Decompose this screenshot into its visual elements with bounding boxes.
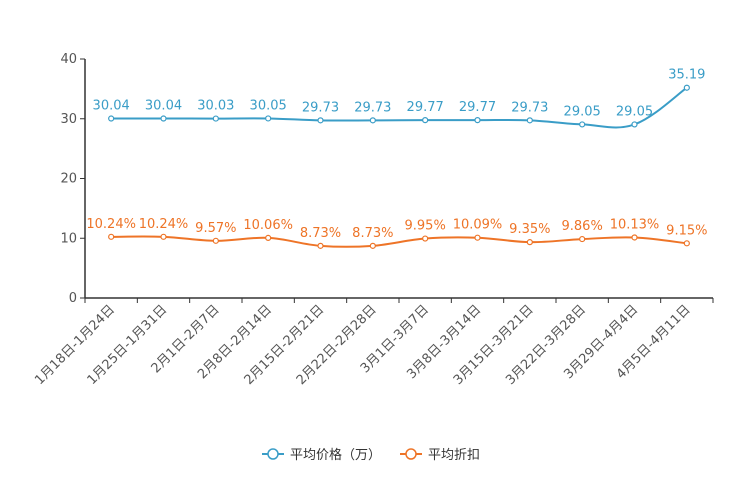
data-label: 9.35%: [509, 222, 550, 237]
data-point: [474, 234, 481, 241]
data-label: 29.73: [354, 100, 391, 115]
data-label: 9.95%: [405, 219, 446, 234]
legend-item-2: 平均折扣: [400, 448, 480, 463]
data-label: 10.24%: [86, 217, 136, 232]
legend: 平均价格（万） 平均折扣: [262, 447, 480, 463]
legend-label: 平均价格（万）: [290, 447, 381, 463]
data-point: [631, 121, 638, 128]
data-point: [683, 84, 690, 91]
data-point: [369, 117, 376, 124]
data-label: 10.06%: [243, 218, 293, 233]
data-point: [160, 115, 167, 122]
data-label: 29.73: [302, 100, 339, 115]
series-line: [111, 235, 687, 248]
data-point: [526, 239, 533, 246]
data-label: 35.19: [668, 68, 705, 83]
data-label: 30.04: [93, 99, 130, 114]
data-point: [579, 121, 586, 128]
data-point: [108, 233, 115, 240]
data-label: 10.13%: [610, 217, 660, 232]
data-label: 9.15%: [666, 223, 707, 238]
data-label: 29.73: [511, 100, 548, 115]
data-label: 30.05: [250, 98, 287, 113]
data-label: 29.05: [616, 104, 653, 119]
data-label: 8.73%: [352, 226, 393, 241]
series-2: 10.24% 10.24% 9.57% 10.06% 8.73% 8.73% 9.95% 10…: [86, 217, 707, 249]
legend-marker: [405, 448, 417, 460]
legend-label: 平均折扣: [428, 448, 480, 463]
data-label: 8.73%: [300, 226, 341, 241]
data-point: [474, 117, 481, 124]
data-point: [265, 115, 272, 122]
y-tick-label: 40: [60, 52, 77, 67]
data-point: [265, 234, 272, 241]
data-label: 30.03: [197, 99, 234, 114]
data-point: [369, 242, 376, 249]
y-tick-label: 10: [60, 231, 77, 246]
y-tick-label: 30: [60, 112, 77, 127]
data-point: [579, 235, 586, 243]
data-label: 29.77: [459, 100, 496, 115]
data-label: 30.04: [145, 99, 182, 114]
data-point: [631, 234, 638, 241]
data-label: 10.09%: [453, 218, 503, 233]
y-tick-label: 20: [60, 172, 77, 187]
data-point: [683, 240, 690, 247]
data-label: 9.57%: [195, 221, 236, 236]
legend-item-1: 平均价格（万）: [262, 447, 381, 463]
series-line: [111, 86, 688, 129]
data-label: 9.86%: [562, 219, 603, 234]
data-label: 29.77: [407, 100, 444, 115]
y-tick-label: 0: [69, 291, 77, 306]
data-point: [317, 117, 324, 124]
legend-marker: [267, 448, 279, 460]
data-point: [317, 242, 324, 249]
data-label: 29.05: [564, 104, 601, 119]
data-point: [526, 117, 533, 124]
data-point: [160, 233, 167, 240]
data-point: [422, 117, 429, 124]
data-point: [212, 237, 219, 244]
series-1: 30.04 30.04 30.03 30.05 29.73 29.73 29.77 29.77…: [93, 68, 705, 129]
data-point: [212, 115, 219, 122]
data-label: 10.24%: [139, 217, 189, 232]
series-layer: 30.04 30.04 30.03 30.05 29.73 29.73 29.77 29.77…: [86, 68, 707, 249]
data-point: [108, 115, 115, 122]
data-point: [422, 235, 429, 242]
